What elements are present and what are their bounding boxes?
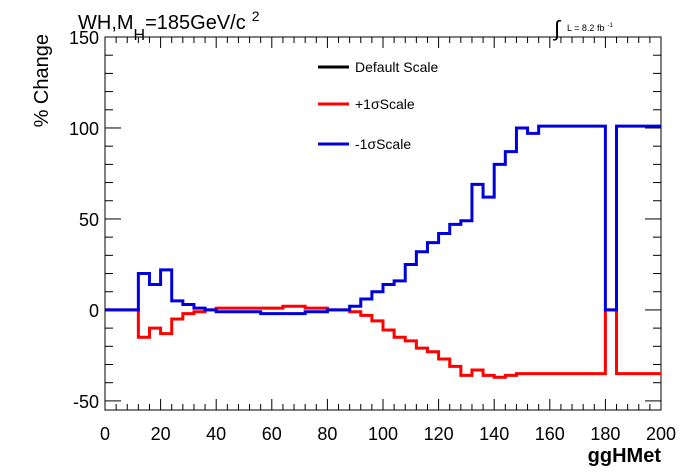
chart-title-superscript: 2 [252, 8, 260, 24]
legend: Default Scale +1σScale -1σScale [318, 59, 438, 152]
chart-title-subscript: H [134, 27, 146, 44]
x-tick-label: 180 [590, 424, 620, 444]
y-tick-label: 0 [89, 301, 99, 321]
y-tick-label: 150 [69, 28, 99, 48]
chart-title-rest: =185GeV/c [145, 12, 246, 34]
x-tick-label: 40 [206, 424, 226, 444]
x-axis-label: ggHMet [588, 445, 662, 467]
x-tick-label: 0 [100, 424, 110, 444]
series-line-2 [105, 124, 661, 316]
x-tick-label: 120 [424, 424, 454, 444]
chart-title: WH,MH=185GeV/c 2 [78, 8, 260, 44]
y-tick-label: 50 [79, 210, 99, 230]
y-tick-label: -50 [73, 392, 99, 412]
lumi-superscript: -1 [607, 23, 613, 29]
y-axis-label: % Change [31, 34, 53, 127]
plot-frame [104, 36, 662, 411]
legend-label-1: +1σScale [355, 96, 415, 112]
lumi-text: L = 8.2 fb [567, 23, 604, 33]
lumi-label: L = 8.2 fb -1 [567, 23, 613, 33]
x-tick-label: 60 [262, 424, 282, 444]
x-tick-label: 140 [479, 424, 509, 444]
axis-ticks [104, 36, 662, 410]
legend-label-2: -1σScale [355, 136, 411, 152]
y-tick-label: 100 [69, 119, 99, 139]
series-layer [105, 124, 661, 379]
lumi-integral: ∫ [552, 16, 562, 41]
x-tick-label: 100 [368, 424, 398, 444]
chart-title-main: WH,M [78, 12, 134, 34]
x-tick-label: 200 [646, 424, 676, 444]
series-line-1 [105, 304, 661, 379]
x-tick-label: 80 [317, 424, 337, 444]
legend-label-0: Default Scale [355, 59, 438, 75]
x-tick-label: 20 [151, 424, 171, 444]
x-tick-label: 160 [535, 424, 565, 444]
